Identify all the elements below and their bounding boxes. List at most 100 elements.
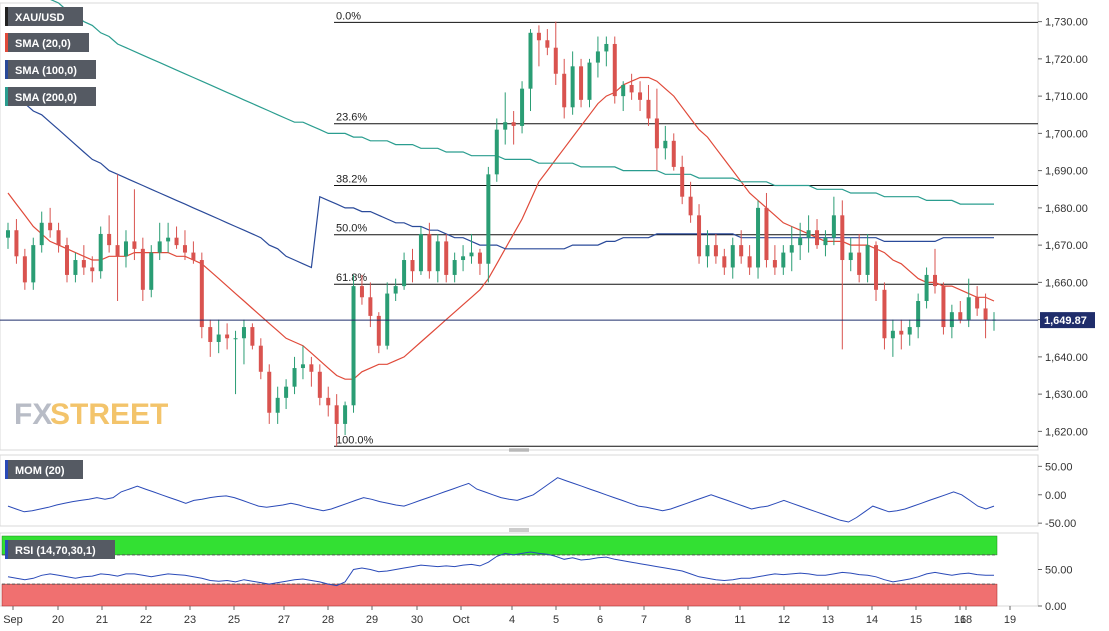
candle bbox=[772, 245, 777, 275]
candle bbox=[73, 252, 78, 283]
candle bbox=[562, 58, 567, 119]
legend-xauusd[interactable]: XAU/USD bbox=[5, 7, 83, 26]
price-tick-label: 1,710.00 bbox=[1045, 91, 1088, 103]
mom-panel bbox=[0, 454, 1039, 527]
candle bbox=[452, 252, 457, 283]
candle bbox=[31, 237, 36, 290]
fib-label: 0.0% bbox=[336, 10, 361, 22]
candle bbox=[216, 319, 221, 354]
fib-label: 38.2% bbox=[336, 174, 367, 186]
candle bbox=[90, 256, 95, 283]
candle bbox=[663, 125, 668, 160]
legend-rsi[interactable]: RSI (14,70,30,1) bbox=[5, 540, 115, 559]
candle bbox=[6, 222, 10, 249]
candle bbox=[705, 230, 710, 268]
candle bbox=[924, 267, 929, 309]
resize-handle-mom[interactable] bbox=[509, 528, 529, 532]
mom-line bbox=[7, 477, 995, 523]
candle bbox=[351, 274, 356, 413]
legend-sma200[interactable]: SMA (200,0) bbox=[5, 87, 96, 106]
candle bbox=[418, 226, 423, 275]
candle bbox=[916, 293, 921, 339]
candle bbox=[275, 386, 280, 424]
date-tick-label: 20 bbox=[52, 614, 64, 626]
mom-tick-label: -50.00 bbox=[1045, 518, 1076, 530]
date-tick-label: 12 bbox=[778, 614, 790, 626]
legend-mom[interactable]: MOM (20) bbox=[5, 460, 83, 479]
candle bbox=[595, 36, 600, 78]
date-tick-label: 5 bbox=[553, 614, 559, 626]
candle bbox=[284, 379, 289, 410]
date-tick-label: 21 bbox=[96, 614, 108, 626]
candle bbox=[587, 58, 592, 108]
date-tick-label: Sep bbox=[3, 614, 23, 626]
candle bbox=[39, 211, 44, 253]
candle bbox=[435, 233, 440, 283]
candle bbox=[98, 226, 103, 279]
price-tick-label: 1,670.00 bbox=[1045, 240, 1088, 252]
date-tick-label: 13 bbox=[822, 614, 834, 626]
legend-rsi-label: RSI (14,70,30,1) bbox=[15, 545, 96, 557]
legend-sma100[interactable]: SMA (100,0) bbox=[5, 60, 96, 79]
candle bbox=[157, 222, 162, 261]
candle bbox=[680, 155, 685, 205]
fib-label: 50.0% bbox=[336, 223, 367, 235]
candle bbox=[376, 312, 381, 354]
date-axis: Sep 20 21 22 23 25 27 28 29 30 Oct 4 5 6 7 8 11 12 13 14 15 1… bbox=[3, 606, 1016, 626]
date-tick-label: 23 bbox=[184, 614, 196, 626]
watermark-fx: FX bbox=[14, 398, 52, 431]
price-tick-label: 1,630.00 bbox=[1045, 389, 1088, 401]
candle bbox=[326, 386, 331, 417]
candle bbox=[123, 230, 128, 268]
rsi-indicator: 50.00 0.00 bbox=[1, 535, 1073, 613]
candle bbox=[865, 233, 870, 283]
date-tick-label: 30 bbox=[411, 614, 423, 626]
mom-tick-label: 50.00 bbox=[1045, 461, 1073, 473]
candle bbox=[22, 248, 27, 290]
candle bbox=[806, 215, 811, 253]
candle bbox=[983, 293, 988, 339]
date-tick-label: 7 bbox=[641, 614, 647, 626]
candle bbox=[697, 204, 702, 264]
candle bbox=[56, 222, 61, 253]
price-tick-label: 1,690.00 bbox=[1045, 166, 1088, 178]
candle bbox=[899, 319, 904, 350]
candle bbox=[486, 166, 491, 283]
resize-handle-main[interactable] bbox=[509, 448, 529, 452]
candle bbox=[166, 222, 171, 253]
candle bbox=[208, 319, 213, 357]
date-tick-label: 29 bbox=[366, 614, 378, 626]
candle bbox=[739, 230, 744, 264]
date-tick-label: 11 bbox=[734, 614, 745, 626]
candle bbox=[469, 233, 474, 264]
candle bbox=[781, 245, 786, 275]
candle bbox=[115, 174, 120, 301]
candle bbox=[199, 252, 204, 339]
candle bbox=[857, 233, 862, 283]
fib-label: 23.6% bbox=[336, 112, 367, 124]
candle bbox=[646, 84, 651, 126]
watermark-street: STREET bbox=[50, 398, 168, 431]
candle bbox=[688, 181, 693, 223]
candle bbox=[756, 200, 761, 279]
price-tick-label: 1,720.00 bbox=[1045, 54, 1088, 66]
sma-line bbox=[7, 91, 994, 269]
candle bbox=[191, 241, 196, 264]
rsi-tick-label: 0.00 bbox=[1045, 601, 1066, 613]
date-tick-label: 22 bbox=[140, 614, 152, 626]
date-tick-label: 18 bbox=[960, 614, 972, 626]
candle bbox=[874, 241, 879, 301]
candle bbox=[528, 29, 533, 112]
candle bbox=[941, 282, 946, 335]
candle bbox=[402, 252, 407, 290]
last-price-label: 1,649.87 bbox=[1044, 315, 1087, 327]
price-tick-label: 1,700.00 bbox=[1045, 128, 1088, 140]
legend-sma20[interactable]: SMA (20,0) bbox=[5, 33, 89, 52]
candle bbox=[427, 222, 432, 279]
candle bbox=[182, 230, 187, 261]
last-price-marker: 1,649.87 bbox=[0, 312, 1095, 329]
date-tick-label: 15 bbox=[910, 614, 922, 626]
date-tick-label: 25 bbox=[228, 614, 240, 626]
candle bbox=[334, 394, 339, 447]
candle bbox=[722, 248, 727, 275]
